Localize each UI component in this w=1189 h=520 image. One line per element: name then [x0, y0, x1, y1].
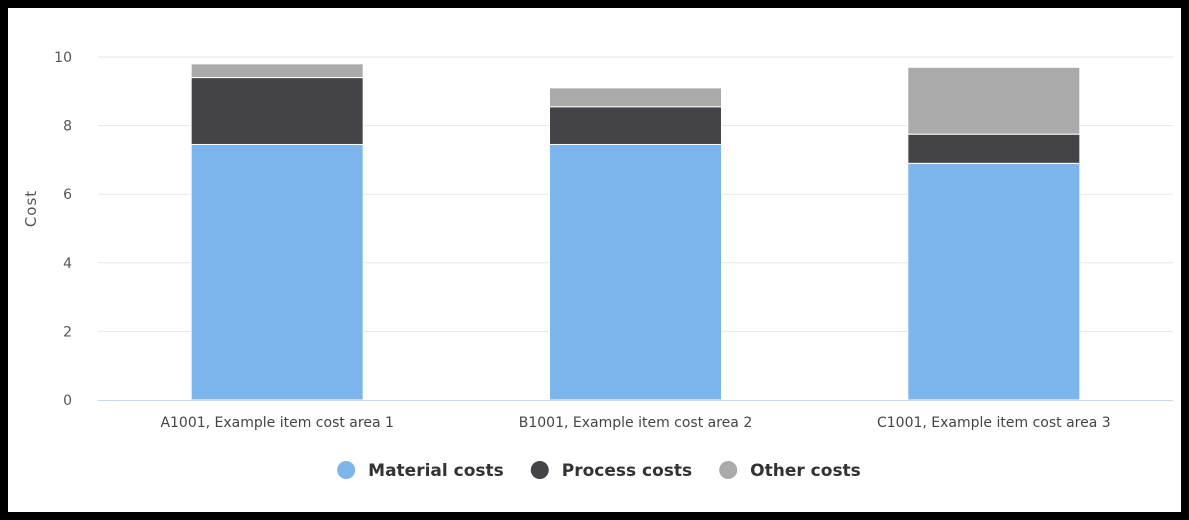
- legend-marker: [337, 461, 356, 479]
- y-tick-label: 10: [54, 50, 72, 66]
- bar-segment[interactable]: [190, 63, 364, 79]
- legend-marker: [530, 461, 549, 479]
- bar-segment[interactable]: [907, 162, 1081, 401]
- bar-segment[interactable]: [907, 133, 1081, 164]
- bar-segment[interactable]: [549, 106, 722, 145]
- legend-item[interactable]: Other costs: [719, 461, 861, 481]
- y-tick-label: 8: [63, 119, 72, 135]
- legend-label: Material costs: [368, 461, 504, 481]
- x-axis-labels: A1001, Example item cost area 1 B1001, Ex…: [160, 415, 1110, 431]
- y-tick-label: 0: [63, 393, 72, 409]
- stacked-bar-chart: 0 2 4 6 8 10 Cost A1001, Example item cost ar…: [22, 50, 1173, 481]
- bar-segment[interactable]: [907, 66, 1081, 135]
- x-tick-label: A1001, Example item cost area 1: [160, 415, 393, 431]
- y-tick-label: 2: [63, 324, 72, 340]
- legend-item[interactable]: Process costs: [530, 461, 692, 481]
- bar-segment[interactable]: [549, 87, 722, 108]
- bar-segment[interactable]: [190, 143, 364, 401]
- legend-label: Process costs: [562, 461, 692, 481]
- bar-segment[interactable]: [190, 77, 364, 145]
- legend-marker: [719, 461, 738, 479]
- y-tick-label: 4: [63, 256, 72, 272]
- y-tick-label: 6: [63, 187, 72, 203]
- legend-item[interactable]: Material costs: [337, 461, 504, 481]
- y-axis-ticks: 0 2 4 6 8 10: [54, 50, 72, 409]
- bars: [190, 63, 1081, 401]
- legend-label: Other costs: [750, 461, 861, 481]
- y-axis-title: Cost: [22, 190, 40, 227]
- x-tick-label: C1001, Example item cost area 3: [877, 415, 1111, 431]
- bar-segment[interactable]: [549, 143, 722, 401]
- legend: Material costs Process costs Other costs: [337, 461, 861, 481]
- x-tick-label: B1001, Example item cost area 2: [519, 415, 752, 431]
- chart-frame: 0 2 4 6 8 10 Cost A1001, Example item cost ar…: [8, 8, 1181, 512]
